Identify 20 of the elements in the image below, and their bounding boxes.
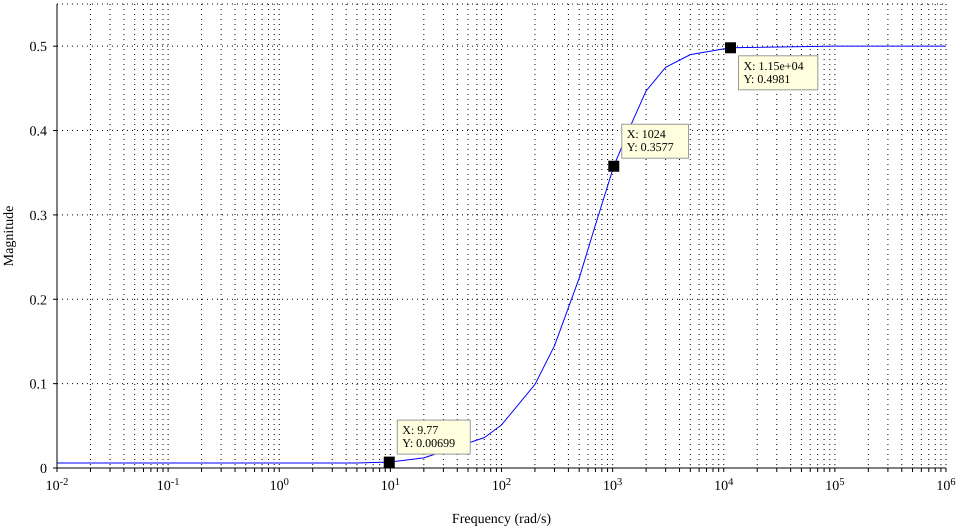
annotation: X: 1.15e+04 Y: 0.4981 <box>743 58 804 86</box>
x-tick-label: 10$^{-1}$ <box>156 476 180 494</box>
x-tick-label: 10$^{-2}$ <box>46 476 68 494</box>
y-tick-label: 0.1 <box>30 378 47 393</box>
y-tick-label: 0.4 <box>30 124 47 140</box>
annotation: X: 1024 Y: 0.3577 <box>626 127 674 154</box>
y-axis-title: Magnitude <box>2 206 17 266</box>
y-tick-label: 0.2 <box>30 293 47 308</box>
y-tick-label: 0.3 <box>30 208 47 224</box>
x-tick-label: 10$^{3}$ <box>603 476 622 494</box>
y-tick-label: 0 <box>40 462 47 477</box>
y-tick-label: 0.5 <box>30 40 47 56</box>
x-tick-label: 10$^{1}$ <box>380 476 400 494</box>
x-tick-label: 10$^{5}$ <box>825 476 844 494</box>
x-tick-label: 10$^{6}$ <box>936 476 956 494</box>
x-tick-label: 10$^{0}$ <box>270 476 289 494</box>
annotation: X: 9.77 Y: 0.00699 <box>402 423 456 450</box>
x-tick-label: 10$^{4}$ <box>714 476 734 494</box>
x-axis-title: Frequency (rad/s) <box>452 512 552 527</box>
x-tick-label: 10$^{2}$ <box>492 476 512 494</box>
